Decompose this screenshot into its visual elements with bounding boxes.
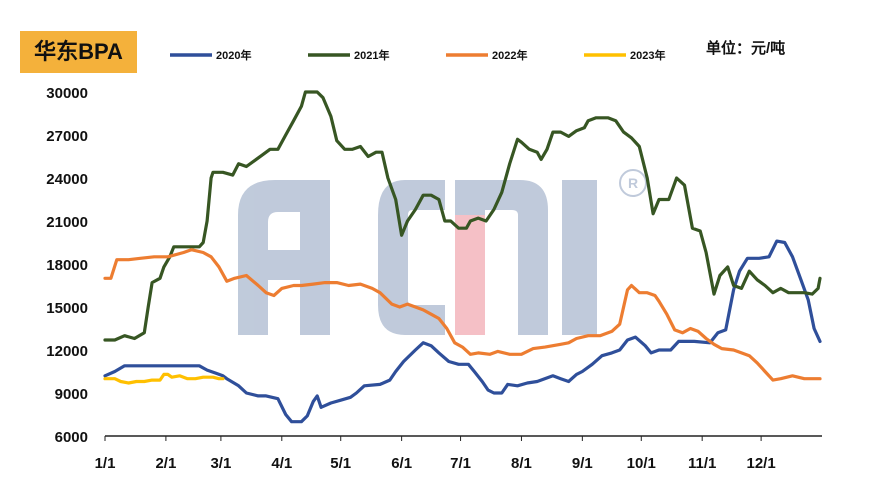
y-tick-label: 6000 <box>55 429 88 446</box>
x-tick-label: 8/1 <box>511 455 532 472</box>
x-tick-label: 5/1 <box>330 455 351 472</box>
x-tick-label: 7/1 <box>450 455 471 472</box>
acmi-watermark-logo: R <box>238 169 647 335</box>
watermark-letter-a <box>238 180 330 335</box>
watermark-letter-c <box>378 180 445 335</box>
y-tick-label: 24000 <box>46 171 88 188</box>
x-tick-label: 4/1 <box>271 455 292 472</box>
chart-title: 华东BPA <box>34 39 123 64</box>
watermark-letter-i <box>562 180 597 335</box>
y-tick-label: 27000 <box>46 128 88 145</box>
y-tick-label: 9000 <box>55 386 88 403</box>
legend-label-2: 2021年 <box>354 48 389 62</box>
registered-mark-letter: R <box>628 175 638 191</box>
y-tick-label: 15000 <box>46 300 88 317</box>
x-tick-label: 12/1 <box>747 455 776 472</box>
y-tick-label: 21000 <box>46 214 88 231</box>
y-tick-label: 18000 <box>46 257 88 274</box>
series-line-2 <box>103 90 822 342</box>
x-tick-label: 2/1 <box>155 455 176 472</box>
series-line-1 <box>103 239 822 424</box>
y-tick-label: 12000 <box>46 343 88 360</box>
chart-title-box: 华东BPA <box>20 31 137 73</box>
legend-label-3: 2022年 <box>492 48 527 62</box>
legend-label-4: 2023年 <box>630 48 665 62</box>
watermark-letter-m-pink <box>455 215 485 335</box>
legend-label-1: 2020年 <box>216 48 251 62</box>
x-tick-label: 3/1 <box>210 455 231 472</box>
registered-mark-icon <box>619 169 647 197</box>
x-tick-label: 11/1 <box>688 455 716 472</box>
watermark-letter-m-right <box>485 180 548 335</box>
x-tick-label: 10/1 <box>627 455 656 472</box>
y-tick-label: 30000 <box>46 85 88 102</box>
series-line-4 <box>103 372 225 385</box>
unit-label: 单位：元/吨 <box>706 40 786 57</box>
series-line-3 <box>103 248 822 382</box>
x-tick-label: 9/1 <box>572 455 593 472</box>
x-tick-label: 6/1 <box>391 455 412 472</box>
x-tick-label: 1/1 <box>95 455 116 472</box>
